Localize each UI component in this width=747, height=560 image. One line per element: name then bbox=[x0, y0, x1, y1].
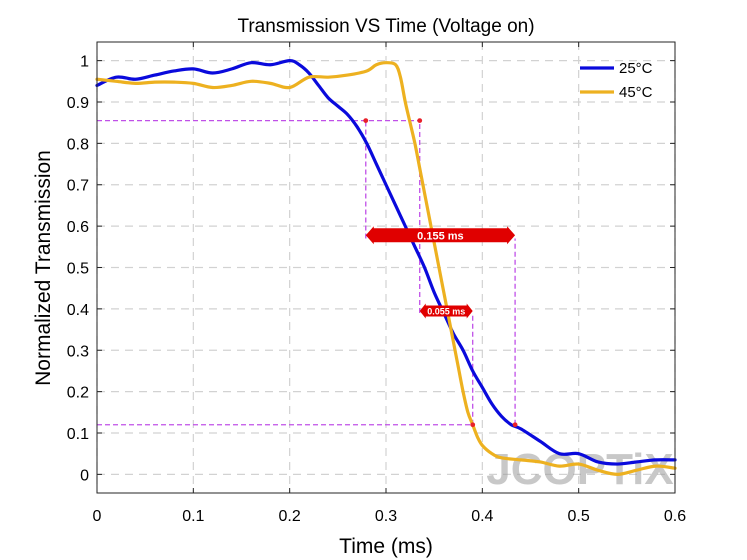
axes: 0 0.1 0.2 0.3 0.4 0.5 0.6 0 0.1 0.2 0.3 0.4 0.5 0.6 0.… bbox=[67, 42, 686, 525]
x-tick-label: 0.5 bbox=[568, 508, 590, 525]
marker-point-2 bbox=[470, 422, 476, 428]
series-line-25c bbox=[95, 59, 677, 466]
y-tick-label: 0.8 bbox=[67, 136, 89, 153]
x-tick-label: 0.2 bbox=[279, 508, 301, 525]
y-tick-label: 0.9 bbox=[67, 95, 89, 112]
marker-point-1 bbox=[417, 118, 423, 124]
callout-arrow-1 bbox=[419, 303, 473, 319]
y-tick-label: 0 bbox=[80, 467, 89, 484]
callout-label-1: 0.055 ms bbox=[427, 306, 465, 316]
series-lines bbox=[95, 59, 677, 476]
legend-label-1: 45°C bbox=[619, 84, 653, 101]
series-line-45c bbox=[95, 61, 677, 476]
y-tick-label: 0.6 bbox=[67, 219, 89, 236]
callouts: 0.155 ms 0.055 ms bbox=[365, 226, 516, 319]
chart-title: Transmission VS Time (Voltage on) bbox=[237, 16, 534, 37]
x-axis-title: Time (ms) bbox=[339, 535, 433, 558]
x-tick-label: 0.1 bbox=[182, 508, 204, 525]
x-tick-label: 0.6 bbox=[664, 508, 686, 525]
x-tick-label: 0.3 bbox=[375, 508, 397, 525]
marker-point-3 bbox=[512, 422, 518, 428]
y-tick-label: 0.4 bbox=[67, 302, 89, 319]
callout-label-0: 0.155 ms bbox=[417, 231, 463, 243]
y-tick-label: 0.7 bbox=[67, 178, 89, 195]
markers bbox=[363, 118, 518, 428]
y-tick-label: 0.2 bbox=[67, 385, 89, 402]
marker-point-0 bbox=[363, 118, 369, 124]
legend: 25°C 45°C bbox=[580, 60, 653, 101]
y-tick-label: 1 bbox=[80, 54, 89, 71]
y-tick-label: 0.1 bbox=[67, 426, 89, 443]
x-tick-label: 0.4 bbox=[471, 508, 493, 525]
y-axis-title: Normalized Transmission bbox=[32, 150, 55, 386]
legend-label-0: 25°C bbox=[619, 60, 653, 77]
x-tick-label: 0 bbox=[93, 508, 102, 525]
y-tick-label: 0.3 bbox=[67, 343, 89, 360]
y-tick-label: 0.5 bbox=[67, 261, 89, 278]
callout-arrow-0 bbox=[365, 226, 516, 245]
